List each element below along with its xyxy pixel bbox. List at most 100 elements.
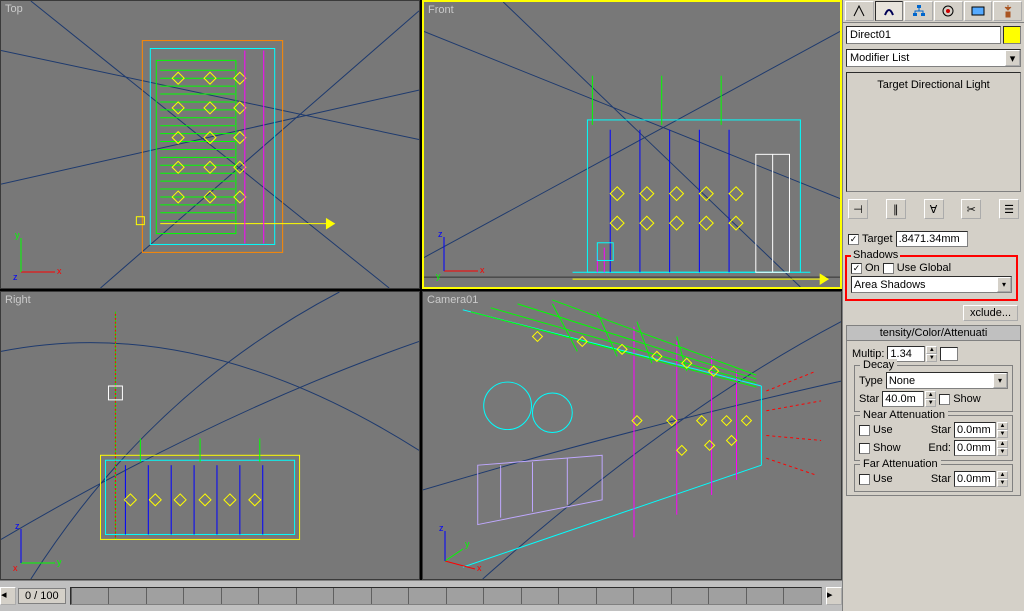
decay-type-label: Type bbox=[859, 375, 883, 387]
svg-text:x: x bbox=[13, 563, 18, 573]
modifier-list-label: Modifier List bbox=[850, 52, 909, 64]
near-start-label: Star bbox=[931, 424, 951, 436]
exclude-button[interactable]: xclude... bbox=[963, 305, 1018, 321]
object-color-swatch[interactable] bbox=[1003, 26, 1021, 44]
chevron-down-icon[interactable]: ▾ bbox=[1005, 50, 1020, 66]
viewport-front[interactable]: Front bbox=[422, 0, 842, 289]
spinner-up-icon[interactable]: ▲ bbox=[997, 471, 1008, 479]
axis-gizmo-right: y z x bbox=[11, 521, 63, 573]
shadow-type-dropdown[interactable]: Area Shadows ▾ bbox=[851, 276, 1012, 293]
use-global-label: Use Global bbox=[897, 262, 951, 274]
near-attenuation-fieldset: Near Attenuation Use Star ▲▼ Show End: ▲… bbox=[854, 415, 1013, 461]
pin-icon: ⊣ bbox=[853, 203, 863, 216]
tab-create[interactable] bbox=[845, 1, 874, 21]
spinner-up-icon[interactable]: ▲ bbox=[997, 422, 1008, 430]
pin-stack-button[interactable]: ⊣ bbox=[848, 199, 868, 219]
decay-start-label: Star bbox=[859, 393, 879, 405]
spinner-up-icon[interactable]: ▲ bbox=[997, 440, 1008, 448]
configure-sets-button[interactable]: ☰ bbox=[999, 199, 1019, 219]
axis-gizmo-front: x z y bbox=[434, 229, 486, 281]
timeline-frame-display[interactable]: 0 / 100 bbox=[18, 588, 66, 604]
make-unique-button[interactable]: ∀ bbox=[924, 199, 944, 219]
axis-gizmo-top: x y z bbox=[11, 230, 63, 282]
spinner-up-icon[interactable]: ▲ bbox=[926, 346, 937, 354]
object-name-input[interactable] bbox=[846, 26, 1001, 44]
intensity-rollout-header[interactable]: tensity/Color/Attenuati bbox=[847, 326, 1020, 341]
wireframe-top bbox=[1, 1, 419, 288]
svg-text:y: y bbox=[57, 557, 62, 567]
near-show-label: Show bbox=[873, 442, 901, 454]
intensity-rollout: tensity/Color/Attenuati Multip: ▲▼ Decay… bbox=[846, 325, 1021, 496]
tab-utilities[interactable] bbox=[993, 1, 1022, 21]
far-start-label: Star bbox=[931, 473, 951, 485]
tab-motion[interactable] bbox=[934, 1, 963, 21]
chevron-down-icon[interactable]: ▾ bbox=[993, 373, 1007, 388]
show-end-result-button[interactable]: ∥ bbox=[886, 199, 906, 219]
tab-hierarchy[interactable] bbox=[904, 1, 933, 21]
modifier-list-dropdown[interactable]: Modifier List ▾ bbox=[846, 49, 1021, 67]
unique-icon: ∀ bbox=[930, 203, 938, 216]
svg-text:x: x bbox=[57, 266, 62, 276]
spinner-down-icon[interactable]: ▼ bbox=[997, 479, 1008, 487]
decay-start-input[interactable] bbox=[882, 391, 924, 407]
modifier-stack-toolbar: ⊣ ∥ ∀ ✂ ☰ bbox=[846, 197, 1021, 221]
wireframe-camera bbox=[423, 292, 841, 579]
command-panel-tabs bbox=[843, 0, 1024, 23]
near-show-checkbox[interactable] bbox=[859, 443, 870, 454]
chevron-down-icon[interactable]: ▾ bbox=[997, 277, 1011, 292]
tab-modify[interactable] bbox=[875, 1, 904, 21]
svg-text:z: z bbox=[15, 521, 20, 531]
viewport-top[interactable]: Top bbox=[0, 0, 420, 289]
far-use-checkbox[interactable] bbox=[859, 474, 870, 485]
near-end-input[interactable] bbox=[954, 440, 996, 456]
viewport-camera[interactable]: Camera01 bbox=[422, 291, 842, 580]
shadows-group: Shadows On Use Global Area Shadows ▾ bbox=[845, 255, 1018, 301]
timeline-prev-button[interactable]: ◂ bbox=[0, 587, 16, 605]
spinner-down-icon[interactable]: ▼ bbox=[997, 430, 1008, 438]
svg-text:y: y bbox=[436, 271, 441, 281]
near-use-label: Use bbox=[873, 424, 893, 436]
timeline: ◂ 0 / 100 ▸ bbox=[0, 580, 842, 611]
remove-modifier-button[interactable]: ✂ bbox=[961, 199, 981, 219]
timeline-track[interactable] bbox=[70, 587, 822, 605]
viewport-right[interactable]: Right bbox=[0, 291, 420, 580]
axis-gizmo-camera: x y z bbox=[433, 521, 485, 573]
bars-icon: ∥ bbox=[893, 203, 899, 216]
wireframe-front bbox=[424, 2, 840, 287]
target-distance-input[interactable] bbox=[896, 231, 968, 247]
timeline-next-button[interactable]: ▸ bbox=[826, 587, 842, 605]
tab-display[interactable] bbox=[964, 1, 993, 21]
wireframe-right bbox=[1, 292, 419, 579]
viewport-area: Top bbox=[0, 0, 842, 580]
use-global-checkbox[interactable] bbox=[883, 263, 894, 274]
shadows-legend: Shadows bbox=[851, 249, 900, 261]
far-atten-legend: Far Attenuation bbox=[860, 458, 941, 470]
targeted-checkbox[interactable] bbox=[848, 234, 859, 245]
far-attenuation-fieldset: Far Attenuation Use Star ▲▼ bbox=[854, 464, 1013, 492]
modifier-stack[interactable]: Target Directional Light bbox=[846, 72, 1021, 192]
light-color-swatch[interactable] bbox=[940, 347, 958, 361]
near-use-checkbox[interactable] bbox=[859, 425, 870, 436]
svg-text:z: z bbox=[439, 523, 444, 533]
decay-type-dropdown[interactable]: None▾ bbox=[886, 372, 1008, 389]
spinner-down-icon[interactable]: ▼ bbox=[925, 399, 936, 407]
near-atten-legend: Near Attenuation bbox=[860, 409, 948, 421]
viewport-label-top: Top bbox=[5, 3, 23, 15]
configure-icon: ☰ bbox=[1004, 203, 1014, 216]
spinner-up-icon[interactable]: ▲ bbox=[925, 391, 936, 399]
svg-text:x: x bbox=[480, 265, 485, 275]
targeted-row: Target bbox=[848, 231, 1019, 247]
spinner-down-icon[interactable]: ▼ bbox=[997, 448, 1008, 456]
modifier-stack-item[interactable]: Target Directional Light bbox=[851, 77, 1016, 93]
near-start-input[interactable] bbox=[954, 422, 996, 438]
decay-fieldset: Decay Type None▾ Star ▲▼ Show bbox=[854, 365, 1013, 412]
far-start-input[interactable] bbox=[954, 471, 996, 487]
targeted-label: Target bbox=[862, 233, 893, 245]
shadows-on-checkbox[interactable] bbox=[851, 263, 862, 274]
svg-text:z: z bbox=[438, 229, 443, 239]
decay-show-checkbox[interactable] bbox=[939, 394, 950, 405]
decay-legend: Decay bbox=[860, 359, 897, 371]
spinner-down-icon[interactable]: ▼ bbox=[926, 354, 937, 362]
trash-icon: ✂ bbox=[967, 203, 976, 216]
decay-show-label: Show bbox=[953, 393, 981, 405]
